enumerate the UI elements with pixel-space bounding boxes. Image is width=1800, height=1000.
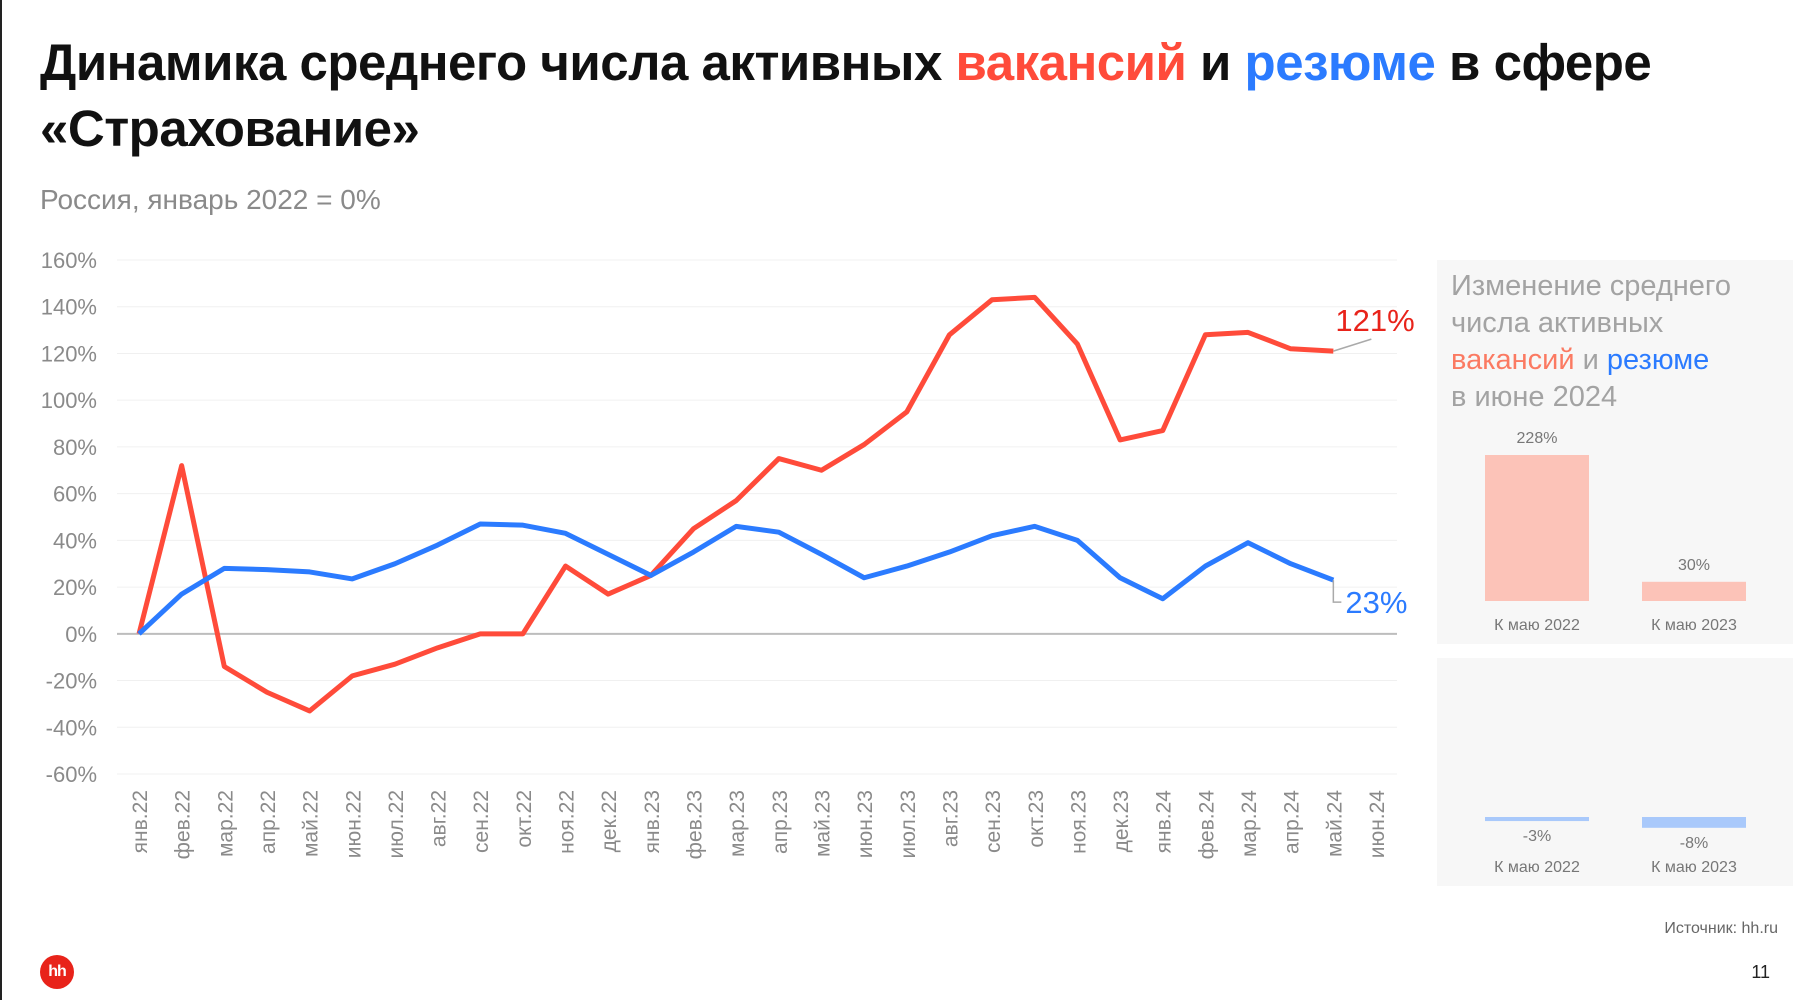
leader-line <box>1333 338 1372 352</box>
x-tick-label: мар.22 <box>214 790 237 857</box>
panel-title-line: в июне 2024 <box>1451 381 1618 413</box>
y-tick-label: 60% <box>53 482 97 507</box>
bar-panel-resumes <box>1437 658 1793 886</box>
title-and: и <box>1186 34 1245 91</box>
title-text-end: в сфере «Страхование» <box>40 34 1652 157</box>
panel-title-line: вакансий и резюме <box>1451 342 1731 379</box>
y-tick-label: -40% <box>46 715 97 740</box>
x-tick-label: май.24 <box>1323 790 1346 857</box>
y-tick-label: -60% <box>46 762 97 787</box>
title-resumes: резюме <box>1244 34 1436 91</box>
y-tick-label: 100% <box>41 388 97 413</box>
panel-title-resumes: резюме <box>1606 344 1710 376</box>
x-tick-label: авг.22 <box>428 790 451 847</box>
panel-title-and: и <box>1574 344 1607 376</box>
x-tick-label: ноя.22 <box>556 790 579 854</box>
x-tick-label: мар.23 <box>726 790 749 857</box>
x-tick-label: июн.23 <box>854 790 877 858</box>
leader-line <box>1332 580 1342 603</box>
end-label-resumes: 23% <box>1345 585 1407 620</box>
title-vacancies: вакансий <box>955 34 1187 91</box>
x-tick-label: окт.22 <box>513 790 536 848</box>
source-text: Источник: hh.ru <box>1664 920 1778 937</box>
x-tick-label: окт.23 <box>1025 790 1048 848</box>
x-tick-label: фев.22 <box>172 790 195 859</box>
x-tick-label: июн.24 <box>1366 790 1389 859</box>
y-tick-label: 120% <box>41 341 97 366</box>
panel-title: Изменение среднего числа активных ваканс… <box>1451 268 1731 416</box>
x-tick-label: дек.23 <box>1110 790 1133 852</box>
line-chart: 160% 140% 120% 100% 80% 60% 40% 20% 0% -20% -40% -6… <box>41 248 1415 860</box>
x-tick-label: фев.24 <box>1195 790 1218 860</box>
x-tick-label: апр.24 <box>1281 790 1304 854</box>
vacancies-line <box>136 294 1334 714</box>
x-tick-label: авг.23 <box>939 790 962 847</box>
x-tick-label: сен.22 <box>470 790 493 853</box>
y-tick-label: -20% <box>46 669 97 694</box>
y-tick-label: 140% <box>41 295 97 320</box>
x-tick-label: апр.23 <box>769 790 792 854</box>
panel-title-line: числа активных <box>1451 307 1664 339</box>
x-tick-label: дек.22 <box>598 790 621 852</box>
end-label-vacancies: 121% <box>1335 303 1414 338</box>
x-tick-label: янв.22 <box>129 790 152 853</box>
subtitle: Россия, январь 2022 = 0% <box>40 184 381 215</box>
x-tick-label: фев.23 <box>684 790 707 859</box>
page-title: Динамика среднего числа активных ваканси… <box>40 30 1740 162</box>
x-tick-label: апр.22 <box>257 790 280 854</box>
x-tick-label: июн.22 <box>342 790 365 858</box>
x-tick-label: май.22 <box>300 790 323 857</box>
x-tick-label: ноя.23 <box>1067 790 1090 854</box>
x-tick-label: янв.23 <box>641 790 664 853</box>
x-tick-label: июл.23 <box>897 790 920 858</box>
y-tick-label: 20% <box>53 575 97 600</box>
x-tick-label: май.23 <box>811 790 834 857</box>
x-tick-label: июл.22 <box>385 790 408 858</box>
y-tick-label: 80% <box>53 435 97 460</box>
x-tick-label: сен.23 <box>982 790 1005 853</box>
y-tick-label: 0% <box>65 622 97 647</box>
y-tick-label: 40% <box>53 528 97 553</box>
y-tick-label: 160% <box>41 248 97 273</box>
x-tick-label: мар.24 <box>1238 790 1261 857</box>
panel-title-line: Изменение среднего <box>1451 270 1732 302</box>
panel-title-vacancies: вакансий <box>1451 344 1575 376</box>
page-number: 11 <box>1751 962 1770 982</box>
title-text: Динамика среднего числа активных <box>40 34 956 91</box>
x-tick-label: янв.24 <box>1153 790 1176 854</box>
bar-panel-vacancies: Изменение среднего числа активных ваканс… <box>1437 260 1793 644</box>
hh-logo: hh <box>40 955 74 989</box>
